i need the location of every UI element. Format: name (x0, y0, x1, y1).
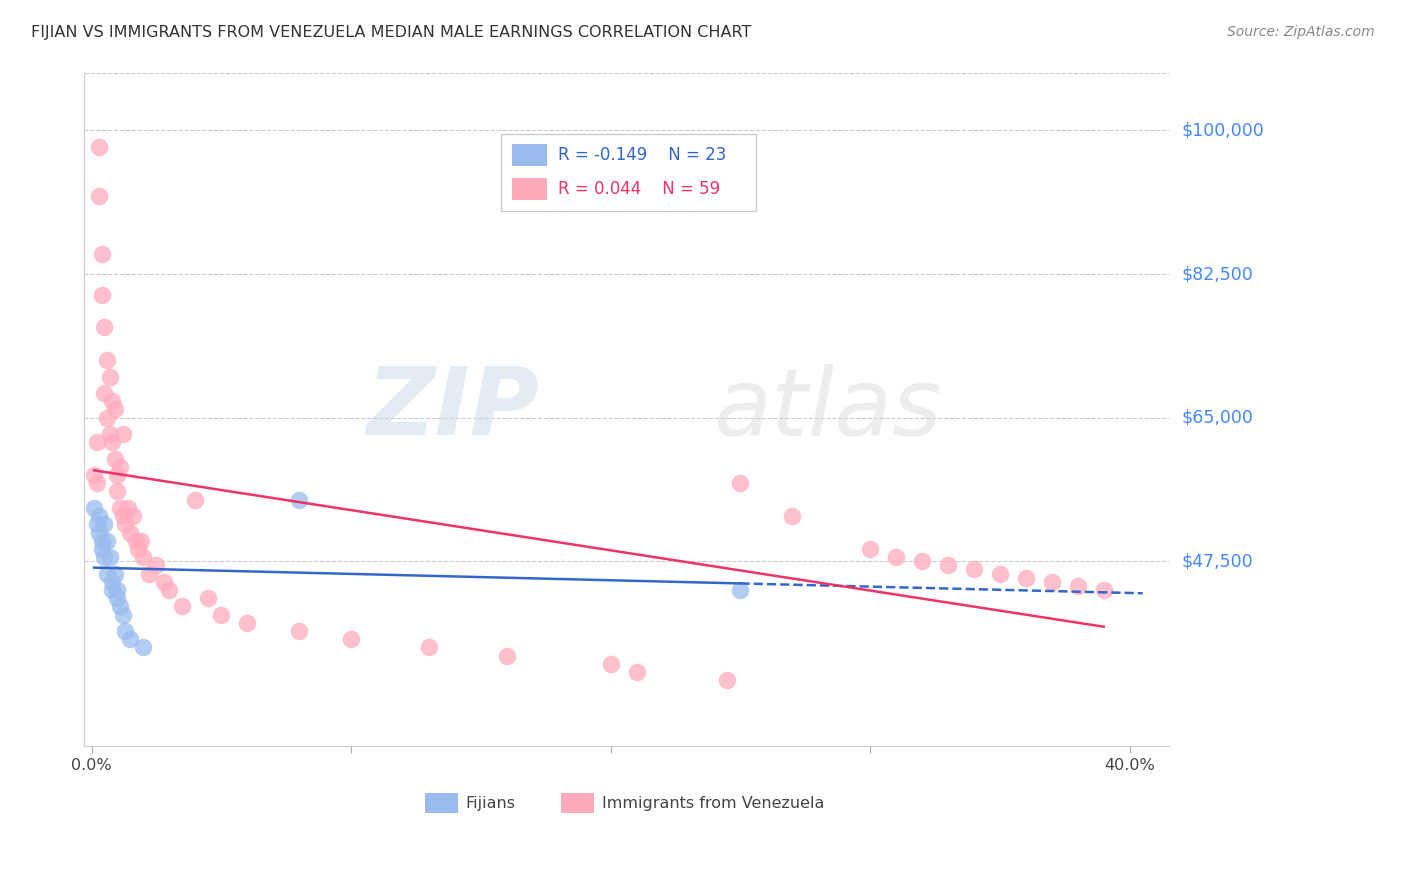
Point (90, 246, 112, 260)
Point (184, 492, 207, 507)
Point (114, 517, 136, 532)
Point (101, 394, 124, 409)
FancyBboxPatch shape (561, 793, 593, 814)
Point (153, 574, 176, 589)
Point (93, 517, 115, 532)
Point (101, 582, 124, 597)
Point (209, 607, 232, 622)
Point (104, 451, 127, 466)
Point (89, 509, 111, 524)
Point (172, 599, 194, 614)
Point (107, 468, 129, 483)
Point (124, 533, 146, 548)
Text: atlas: atlas (713, 364, 941, 455)
FancyBboxPatch shape (502, 134, 756, 211)
Text: Immigrants from Venezuela: Immigrants from Venezuela (602, 796, 825, 811)
Point (96, 566, 118, 581)
FancyBboxPatch shape (512, 145, 547, 166)
Point (104, 566, 127, 581)
Point (138, 566, 160, 581)
Point (86, 517, 108, 532)
Point (107, 484, 129, 499)
Point (108, 599, 131, 614)
Point (418, 640, 440, 655)
Point (98, 550, 121, 565)
Text: FIJIAN VS IMMIGRANTS FROM VENEZUELA MEDIAN MALE EARNINGS CORRELATION CHART: FIJIAN VS IMMIGRANTS FROM VENEZUELA MEDI… (31, 25, 751, 40)
Point (122, 509, 145, 524)
Point (90, 541, 112, 556)
Point (120, 525, 142, 540)
Text: $100,000: $100,000 (1181, 121, 1264, 139)
Text: R = -0.149    N = 23: R = -0.149 N = 23 (558, 146, 727, 164)
Point (104, 402, 127, 417)
Text: ZIP: ZIP (367, 363, 540, 456)
Point (83, 468, 105, 483)
Point (96, 410, 118, 425)
Point (98, 427, 121, 442)
Point (108, 459, 131, 474)
Point (127, 541, 149, 556)
Point (988, 566, 1011, 581)
Point (1067, 579, 1090, 593)
Point (89, 189, 111, 203)
Point (111, 509, 134, 524)
Point (96, 353, 118, 368)
Point (86, 476, 108, 491)
Point (108, 500, 131, 515)
Point (716, 673, 738, 688)
Point (98, 369, 121, 384)
Point (89, 525, 111, 540)
Point (89, 140, 111, 154)
Text: $65,000: $65,000 (1181, 409, 1254, 426)
Point (626, 665, 648, 679)
Point (911, 554, 934, 568)
Point (107, 591, 129, 606)
Point (288, 492, 311, 507)
Point (132, 640, 155, 655)
Point (157, 582, 180, 597)
Point (111, 607, 134, 622)
Point (730, 476, 752, 491)
Point (1015, 571, 1038, 585)
Point (340, 632, 363, 647)
Point (236, 615, 259, 630)
Point (963, 562, 986, 576)
Point (114, 624, 136, 638)
Point (90, 533, 112, 548)
Point (86, 435, 108, 450)
Point (782, 509, 804, 524)
Point (145, 558, 167, 573)
Point (101, 435, 124, 450)
Text: $82,500: $82,500 (1181, 265, 1253, 283)
Point (107, 582, 129, 597)
Point (288, 624, 311, 638)
Point (93, 320, 115, 334)
FancyBboxPatch shape (512, 178, 547, 200)
Point (132, 550, 155, 565)
Text: $47,500: $47,500 (1181, 552, 1253, 570)
Text: R = 0.044    N = 59: R = 0.044 N = 59 (558, 180, 720, 198)
Text: Fijians: Fijians (465, 796, 516, 811)
Point (90, 287, 112, 301)
Point (730, 582, 752, 597)
Point (197, 591, 219, 606)
Point (1040, 574, 1063, 589)
Point (93, 386, 115, 401)
Point (120, 632, 142, 647)
Text: Source: ZipAtlas.com: Source: ZipAtlas.com (1227, 25, 1375, 39)
Point (495, 648, 517, 663)
Point (93, 550, 115, 565)
Point (884, 550, 907, 565)
Point (599, 657, 621, 671)
Point (83, 500, 105, 515)
Point (117, 500, 139, 515)
FancyBboxPatch shape (426, 793, 458, 814)
Point (936, 558, 959, 573)
Point (111, 427, 134, 442)
Point (859, 541, 882, 556)
Point (101, 574, 124, 589)
Point (1092, 582, 1115, 597)
Point (129, 533, 152, 548)
Point (96, 533, 118, 548)
